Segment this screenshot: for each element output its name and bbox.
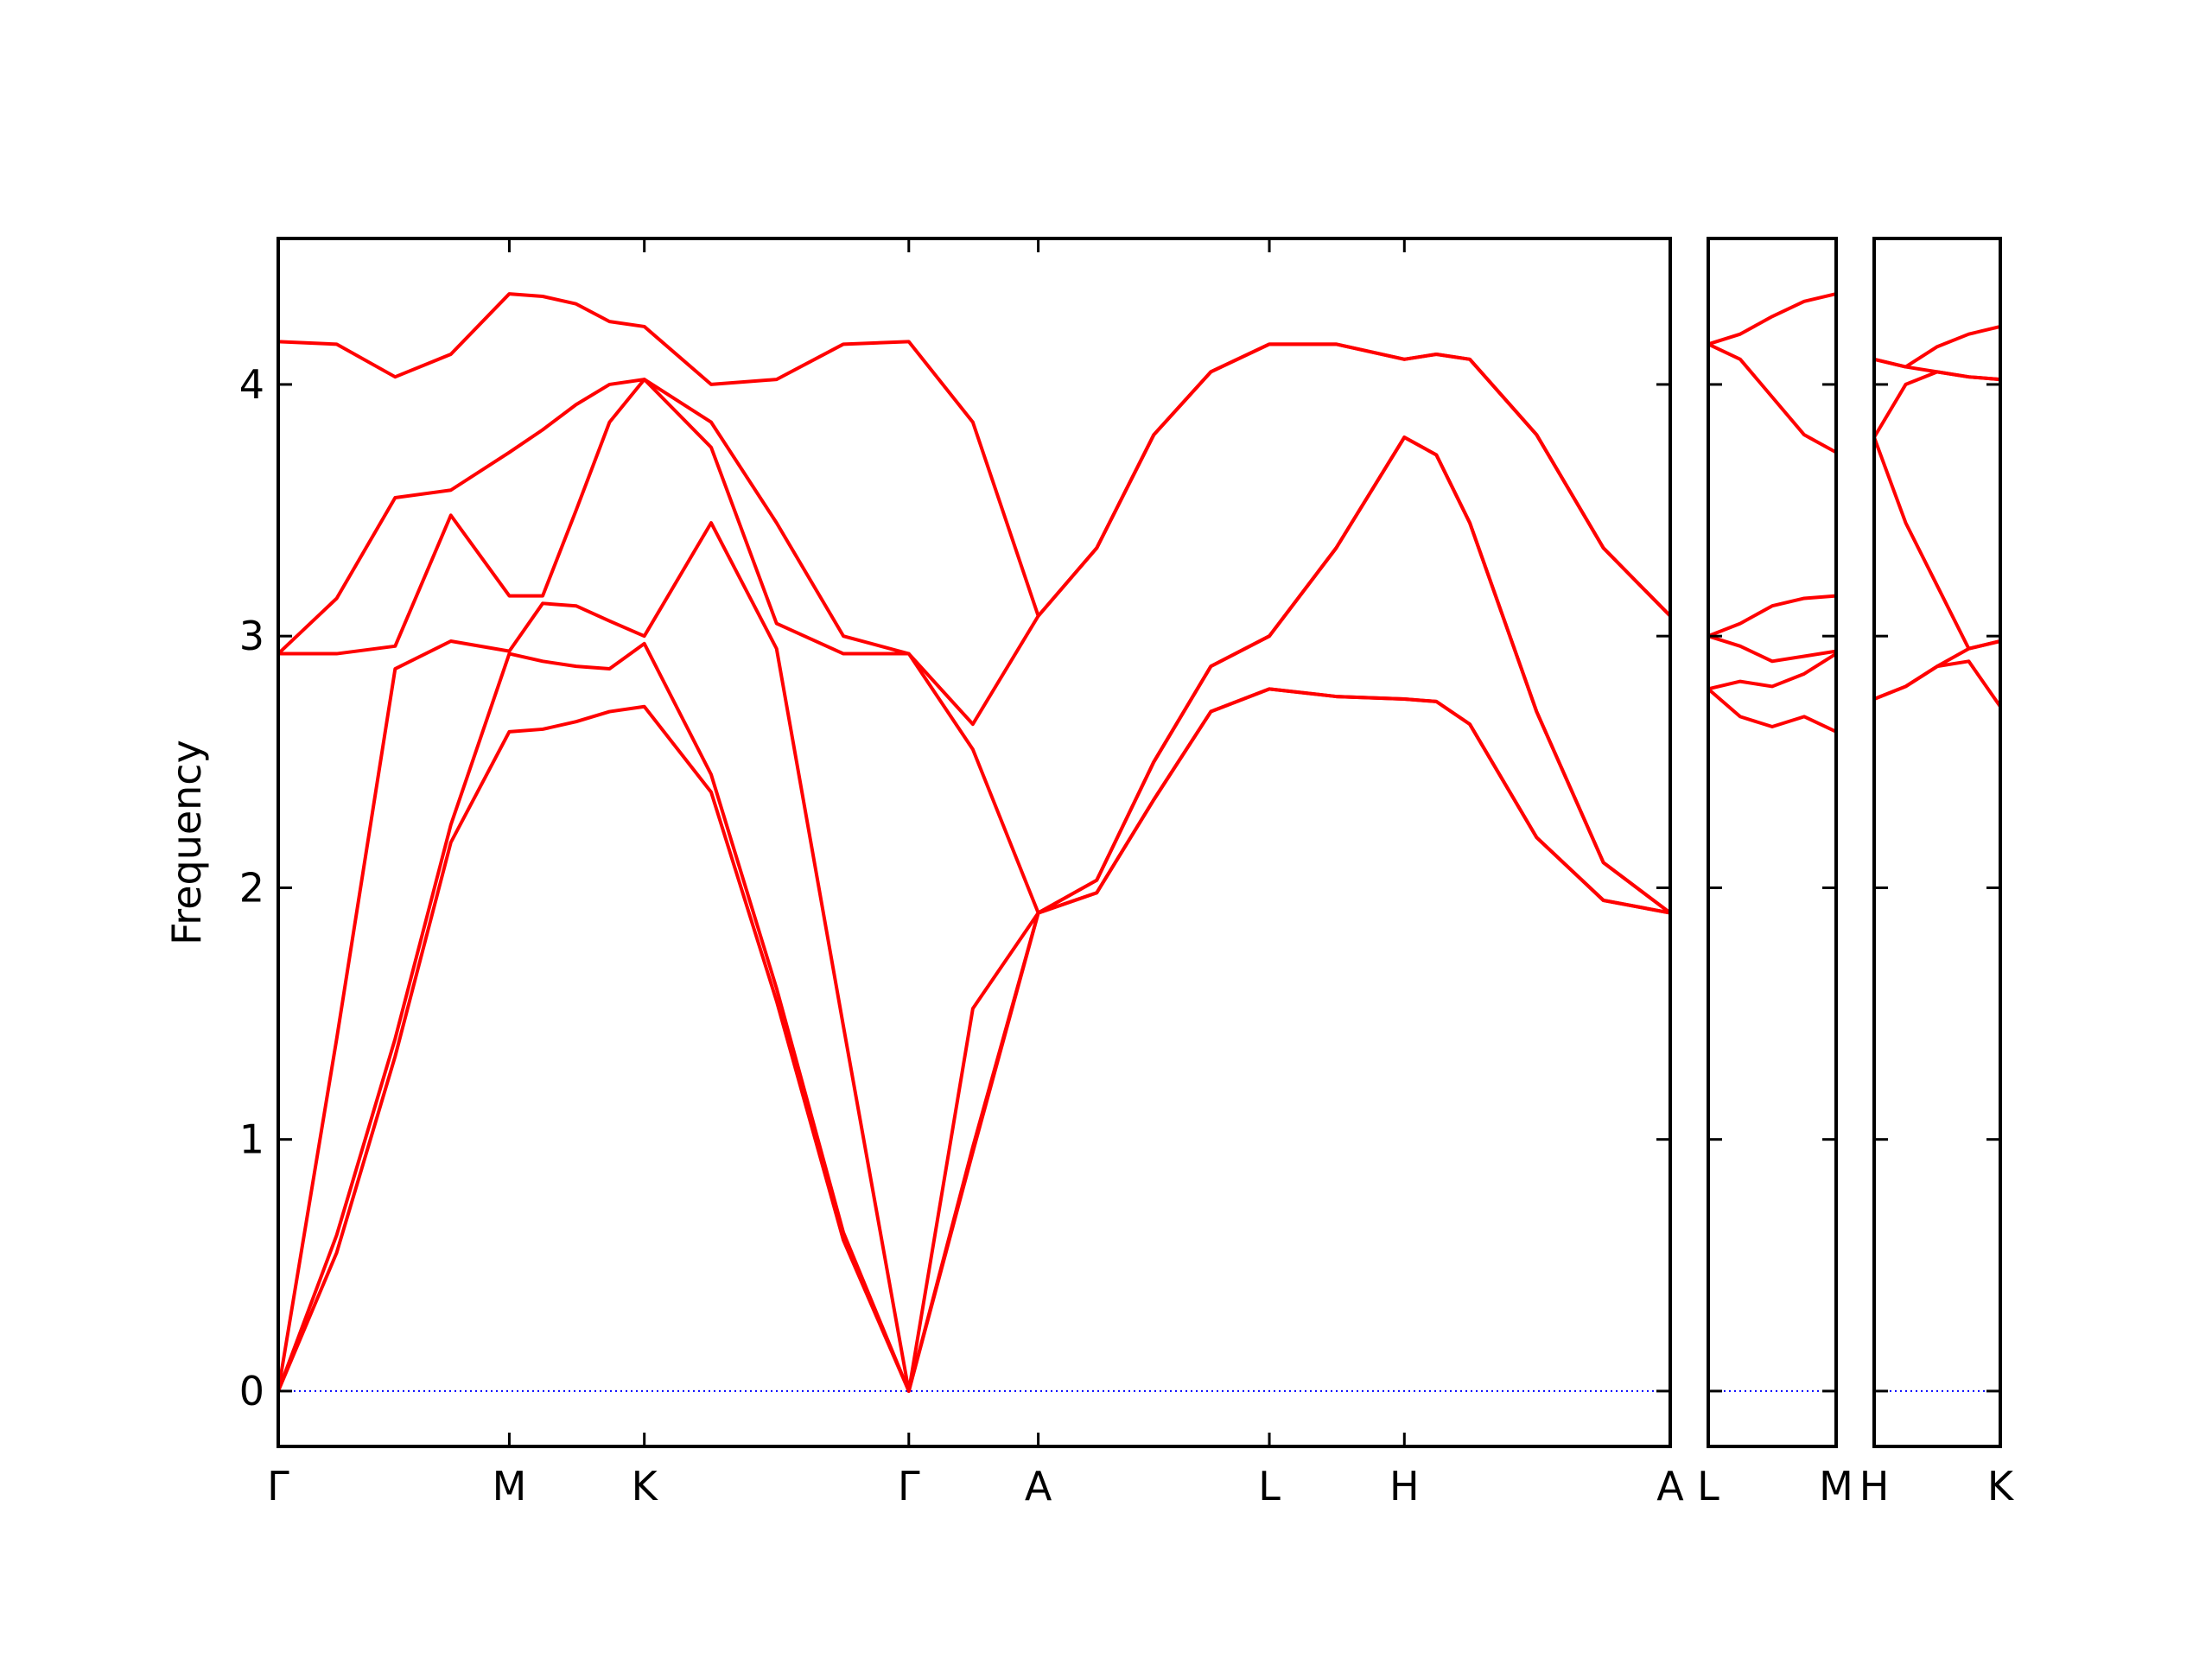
x-tick-label: L [1697, 1463, 1719, 1510]
x-tick-label: L [1258, 1463, 1281, 1510]
band-line [276, 342, 1672, 727]
y-tick-label: 2 [239, 864, 264, 911]
band-line [1707, 687, 1837, 734]
band-line [1707, 652, 1838, 691]
x-tick-label: A [1656, 1463, 1684, 1510]
band-line [276, 687, 1671, 1393]
band-line [1707, 594, 1837, 639]
x-tick-label: A [1025, 1463, 1052, 1510]
band-line [1873, 639, 2001, 701]
band-line [1872, 436, 2001, 651]
band-line [1872, 370, 2001, 439]
band-line [1707, 292, 1837, 346]
plot-frame [1707, 237, 1838, 1448]
x-tick-label: K [1987, 1463, 2015, 1510]
band-line [1707, 342, 1837, 454]
band-line [1873, 324, 2001, 369]
band-line [278, 378, 1672, 915]
y-axis-label: Frequency [163, 740, 210, 945]
x-tick-label: M [493, 1463, 527, 1510]
x-tick-label: Γ [898, 1463, 920, 1510]
band-line [277, 292, 1672, 618]
y-tick-label: 4 [239, 361, 264, 408]
band-line [1707, 634, 1837, 664]
y-tick-label: 0 [239, 1368, 264, 1414]
band-line [276, 641, 1671, 1393]
x-tick-label: K [632, 1463, 659, 1510]
x-tick-label: H [1859, 1463, 1890, 1510]
y-tick-label: 1 [239, 1116, 264, 1163]
band-line [276, 435, 1672, 1393]
plot-frame [276, 237, 1672, 1448]
x-tick-label: M [1819, 1463, 1853, 1510]
plot-frame [1872, 237, 2002, 1448]
x-tick-label: H [1389, 1463, 1420, 1510]
y-tick-label: 3 [239, 613, 264, 659]
x-tick-label: Γ [267, 1463, 289, 1510]
